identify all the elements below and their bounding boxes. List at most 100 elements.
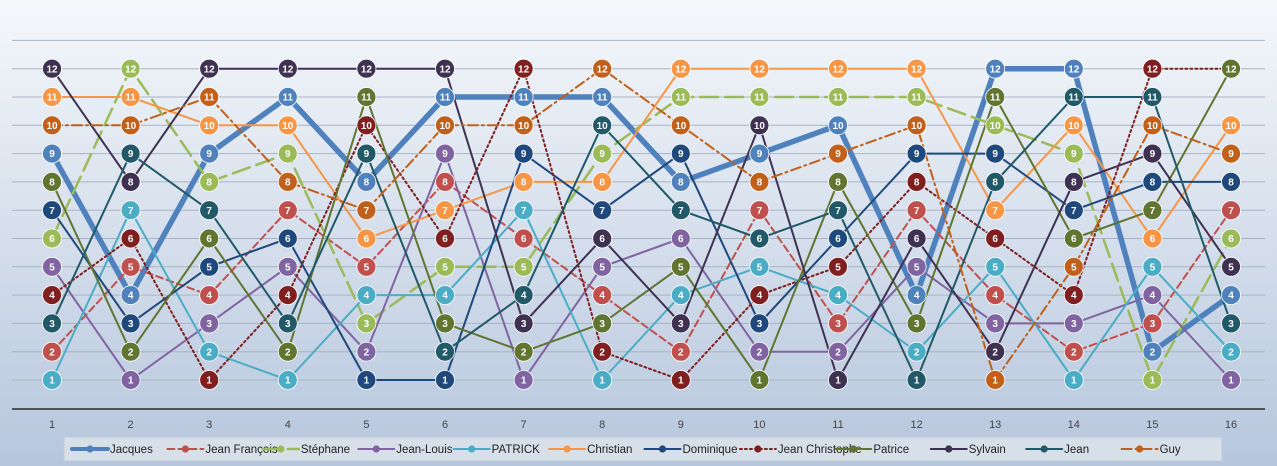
data-label: 7	[992, 206, 998, 217]
legend-marker	[468, 445, 476, 453]
data-point-marker	[277, 341, 298, 362]
data-point-marker	[828, 143, 848, 164]
data-point-marker	[513, 228, 534, 249]
data-point: 4	[749, 285, 770, 306]
data-point: 10	[42, 115, 62, 136]
data-point-marker	[277, 87, 298, 107]
x-tick-label: 7	[521, 419, 527, 431]
data-point: 6	[120, 228, 141, 249]
data-label: 2	[678, 347, 684, 358]
data-label: 10	[911, 121, 923, 132]
data-label: 4	[757, 291, 763, 302]
legend-item: Stéphane	[261, 444, 350, 456]
legend-label: Jean-Louis	[396, 444, 453, 456]
data-point: 6	[1142, 228, 1163, 249]
data-label: 6	[364, 234, 370, 245]
data-point-marker	[592, 143, 613, 164]
data-label: 11	[1069, 93, 1080, 104]
data-point-marker	[906, 313, 927, 334]
data-label: 4	[1071, 291, 1077, 302]
data-point-marker	[356, 200, 377, 221]
data-point: 6	[749, 228, 770, 249]
data-point-marker	[513, 58, 534, 79]
data-point: 7	[749, 200, 770, 221]
data-label: 5	[1150, 262, 1156, 273]
legend-item: Sylvain	[929, 444, 1006, 456]
data-point: 9	[749, 143, 770, 164]
data-point: 4	[356, 285, 377, 306]
data-label: 9	[521, 149, 527, 160]
data-label: 6	[914, 234, 920, 245]
data-point: 12	[435, 58, 455, 79]
data-point-marker	[985, 370, 1006, 390]
legend-marker	[86, 445, 94, 453]
data-point: 4	[1142, 285, 1163, 306]
data-point-marker	[356, 143, 377, 164]
data-point: 3	[513, 313, 534, 334]
data-label: 9	[206, 149, 212, 160]
data-point-marker	[42, 341, 62, 362]
legend-item: Patrice	[834, 444, 909, 456]
data-label: 9	[1071, 149, 1077, 160]
legend-marker	[1135, 445, 1144, 453]
data-label: 6	[678, 234, 684, 245]
data-point-marker	[1221, 285, 1241, 306]
data-point: 12	[1221, 58, 1241, 79]
legend-item: Christian	[548, 444, 632, 456]
data-point-marker	[670, 313, 691, 334]
data-label: 7	[285, 206, 291, 217]
data-label: 12	[204, 64, 216, 75]
data-point: 12	[749, 58, 770, 79]
data-point-marker	[120, 341, 141, 362]
data-point: 3	[670, 313, 691, 334]
data-label: 10	[204, 121, 216, 132]
data-label: 5	[49, 262, 55, 273]
data-point: 3	[42, 313, 62, 334]
legend-marker	[1040, 445, 1048, 453]
data-point: 10	[1063, 115, 1084, 136]
data-point-marker	[592, 285, 613, 306]
data-label: 10	[518, 121, 530, 132]
data-point-marker	[42, 313, 62, 334]
data-point: 7	[1142, 200, 1163, 221]
data-point: 8	[1221, 171, 1241, 192]
data-label: 8	[1150, 178, 1156, 189]
series-line	[51, 67, 1232, 381]
data-point: 8	[592, 171, 613, 192]
data-point-marker	[42, 171, 62, 192]
data-point-marker	[1142, 370, 1163, 390]
data-point-marker	[828, 285, 848, 306]
data-point: 3	[1221, 313, 1241, 334]
data-label: 4	[678, 291, 684, 302]
data-point: 1	[42, 370, 62, 390]
data-point: 4	[199, 285, 220, 306]
data-label: 8	[521, 178, 527, 189]
data-point: 5	[985, 256, 1006, 277]
data-point: 2	[1063, 341, 1084, 362]
data-point-marker	[749, 256, 770, 277]
data-point: 4	[906, 285, 927, 306]
data-point-marker	[120, 228, 141, 249]
data-label: 7	[1150, 206, 1156, 217]
data-point: 9	[906, 143, 927, 164]
data-point: 12	[1142, 58, 1163, 79]
data-label: 12	[439, 64, 451, 75]
legend-label: Jacques	[110, 444, 153, 456]
data-point-marker	[42, 143, 62, 164]
legend-marker	[849, 445, 857, 453]
data-point-marker	[199, 58, 220, 79]
data-point: 8	[1063, 171, 1084, 192]
data-point-marker	[592, 341, 613, 362]
data-label: 6	[835, 234, 841, 245]
data-point: 6	[1063, 228, 1084, 249]
data-point: 8	[985, 171, 1006, 192]
data-point-marker	[513, 341, 534, 362]
legend-label: Jean	[1064, 444, 1089, 456]
data-point-marker	[356, 285, 377, 306]
data-label: 7	[1071, 206, 1077, 217]
data-label: 6	[206, 234, 212, 245]
data-point: 2	[828, 341, 848, 362]
data-label: 12	[282, 64, 294, 75]
data-point-marker	[670, 341, 691, 362]
data-label: 8	[992, 178, 998, 189]
